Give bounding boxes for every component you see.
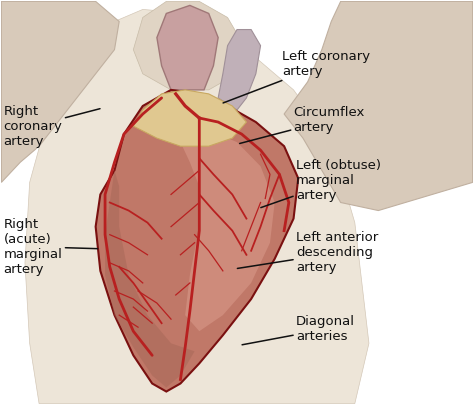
Polygon shape	[218, 30, 261, 110]
Text: Diagonal
arteries: Diagonal arteries	[242, 315, 355, 345]
Text: Left anterior
descending
artery: Left anterior descending artery	[237, 231, 378, 274]
Polygon shape	[105, 171, 195, 388]
Polygon shape	[157, 5, 218, 90]
Polygon shape	[25, 9, 369, 404]
Polygon shape	[133, 1, 246, 90]
Polygon shape	[96, 90, 298, 392]
Polygon shape	[284, 1, 473, 211]
Polygon shape	[181, 130, 275, 331]
Polygon shape	[1, 1, 119, 182]
Text: Left coronary
artery: Left coronary artery	[223, 50, 370, 103]
Text: Right
coronary
artery: Right coronary artery	[4, 104, 100, 147]
Text: Right
(acute)
marginal
artery: Right (acute) marginal artery	[4, 218, 98, 276]
Text: Circumflex
artery: Circumflex artery	[240, 106, 365, 143]
Polygon shape	[133, 90, 246, 146]
Text: Left (obtuse)
marginal
artery: Left (obtuse) marginal artery	[261, 159, 381, 208]
